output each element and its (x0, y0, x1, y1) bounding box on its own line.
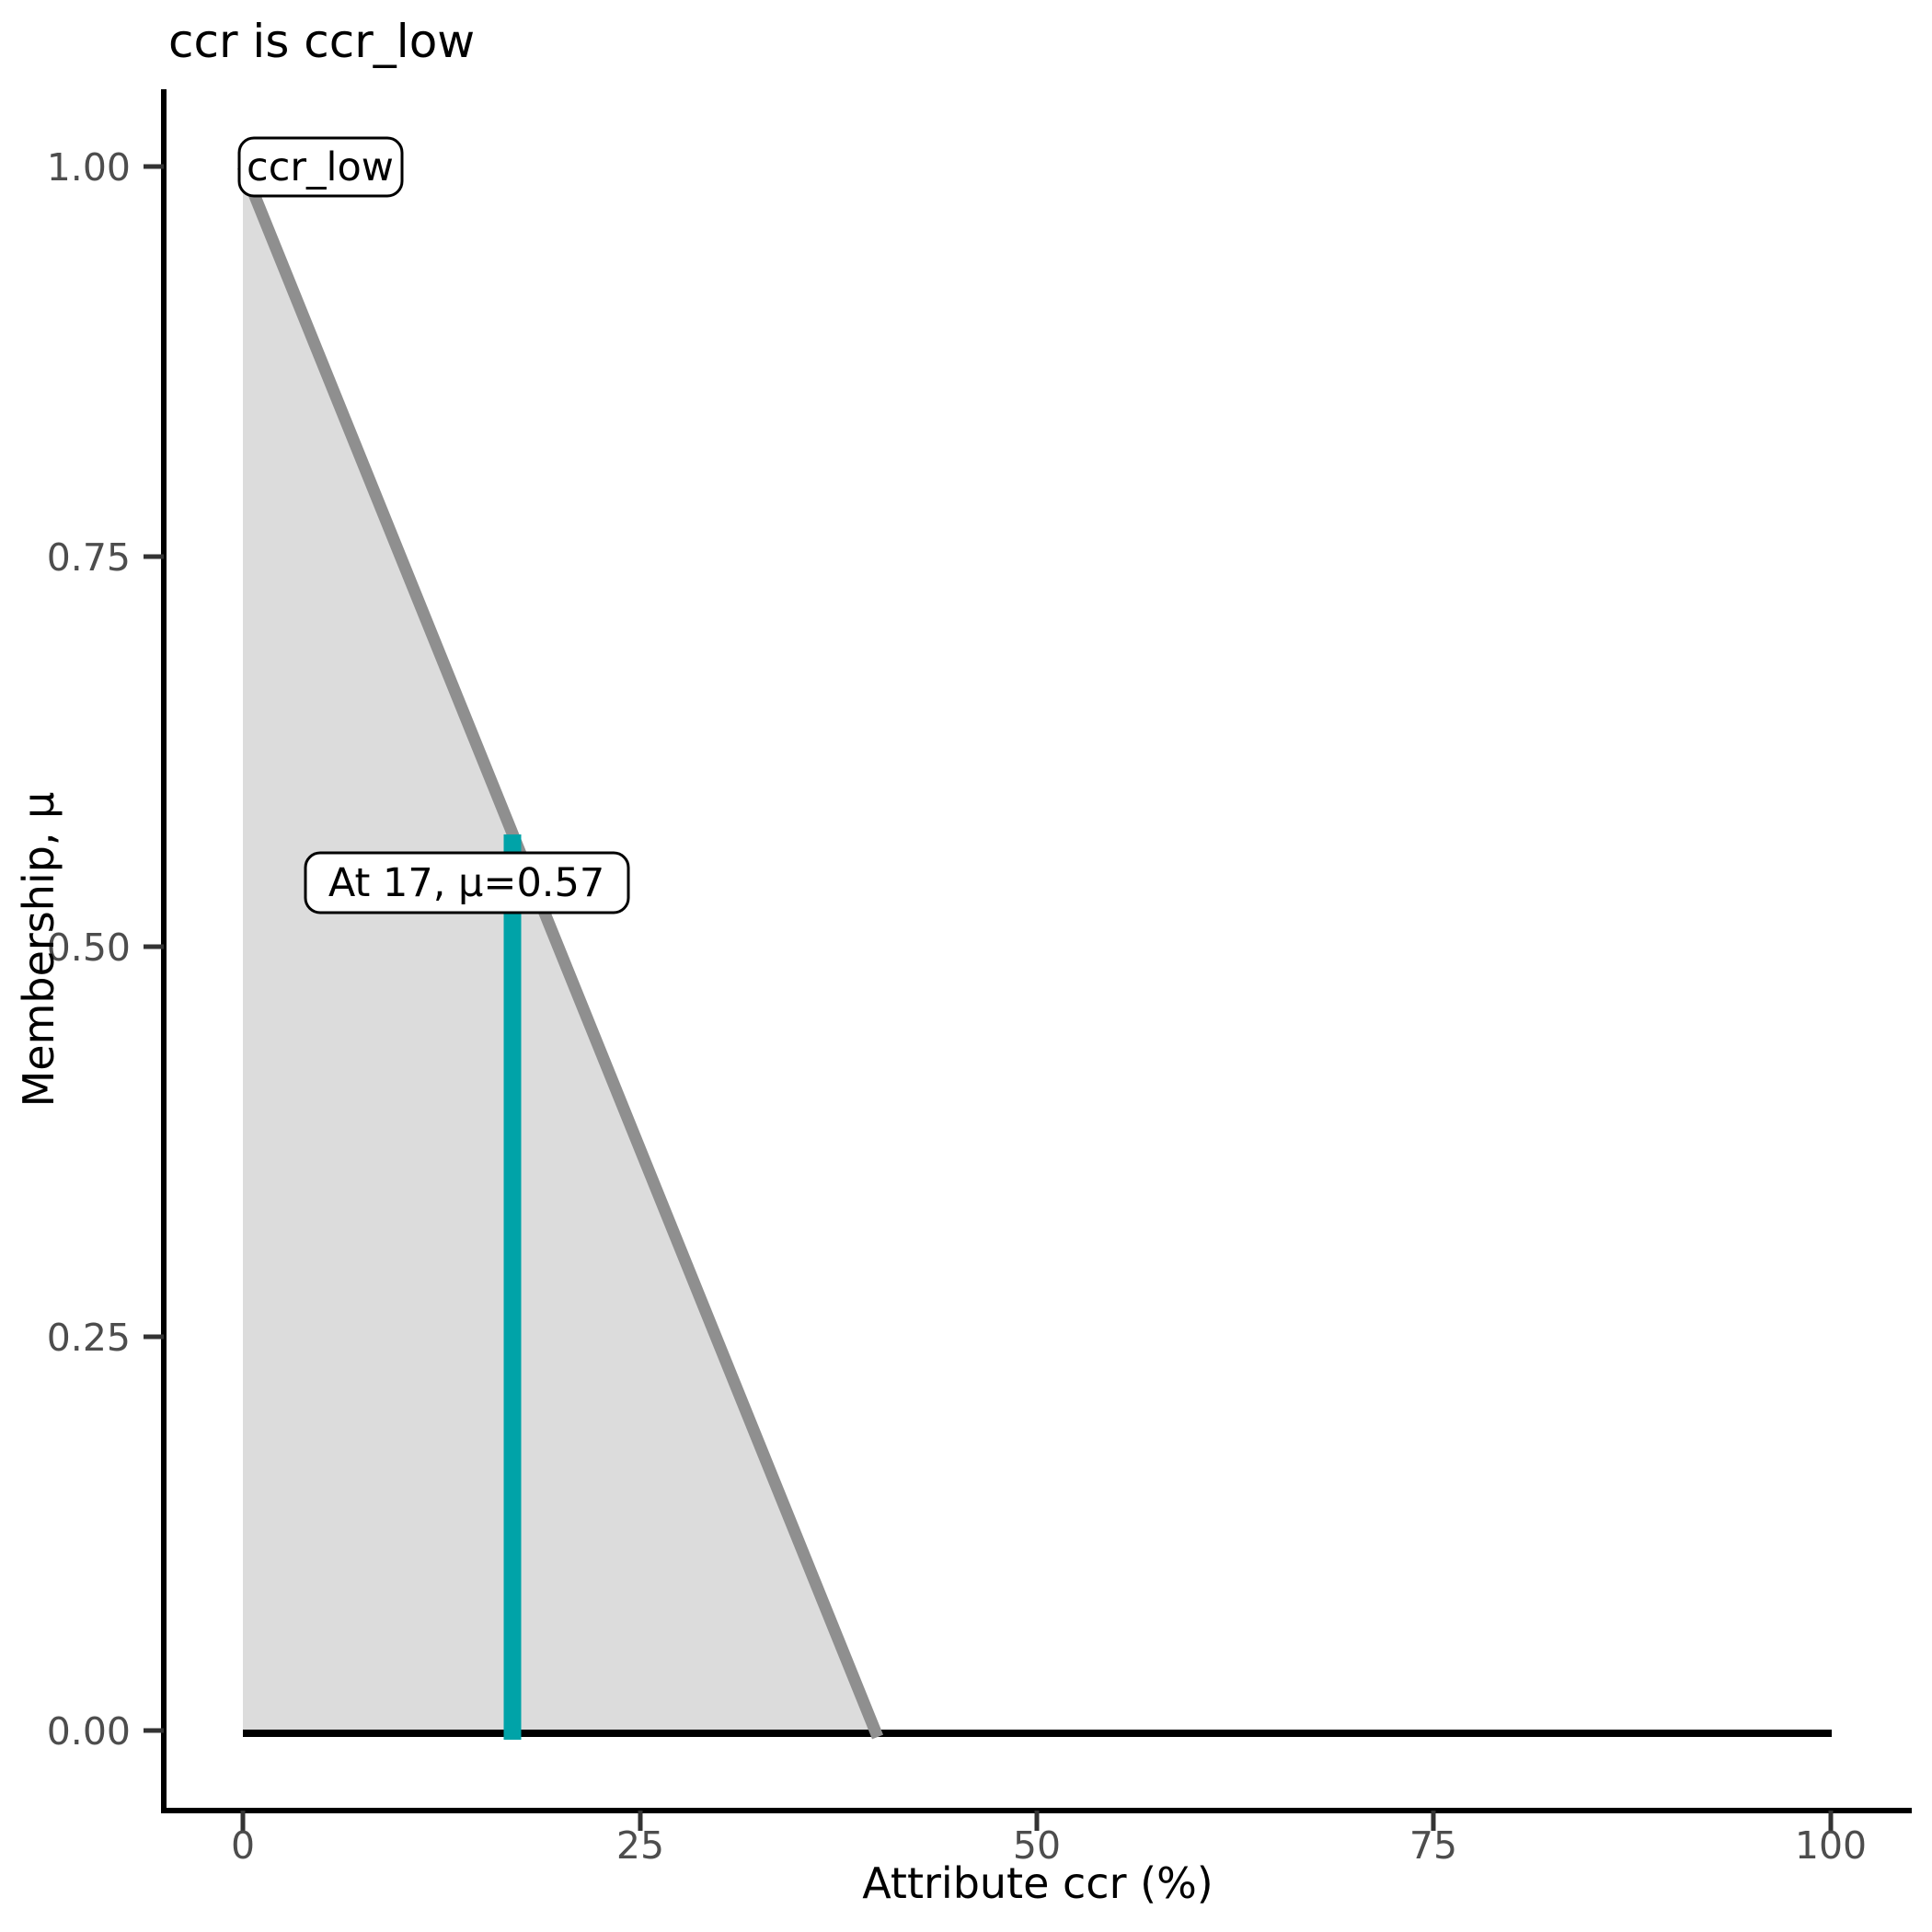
x-tick-label-50: 50 (1013, 1823, 1061, 1868)
x-ticks (240, 1811, 1834, 1831)
x-axis-title: Attribute ccr (%) (862, 1858, 1213, 1908)
y-axis-title: Membership, μ (14, 792, 63, 1108)
y-tick-label-0.50: 0.50 (47, 926, 131, 970)
x-tick-label-100: 100 (1795, 1823, 1867, 1868)
set-name-label: ccr_low (247, 144, 394, 190)
y-tick-label-1.00: 1.00 (47, 145, 131, 190)
value-annotation-label: At 17, μ=0.57 (328, 860, 604, 906)
set-name-annotation: ccr_low (237, 136, 404, 198)
y-tick-label-0.25: 0.25 (47, 1316, 131, 1360)
value-annotation-box (304, 851, 630, 914)
chart-title: ccr is ccr_low (168, 15, 475, 68)
y-tick-label-0.75: 0.75 (47, 535, 131, 580)
x-tick-label-75: 75 (1409, 1823, 1457, 1868)
x-tick-label-25: 25 (616, 1823, 664, 1868)
membership-line (236, 164, 884, 1740)
set-name-label-box (237, 136, 404, 198)
crisp-value-annotation: At 17, μ=0.57 (304, 851, 630, 914)
x-tick-label-0: 0 (231, 1823, 255, 1868)
y-ticks (144, 164, 164, 1733)
y-tick-label-0.00: 0.00 (47, 1709, 131, 1754)
